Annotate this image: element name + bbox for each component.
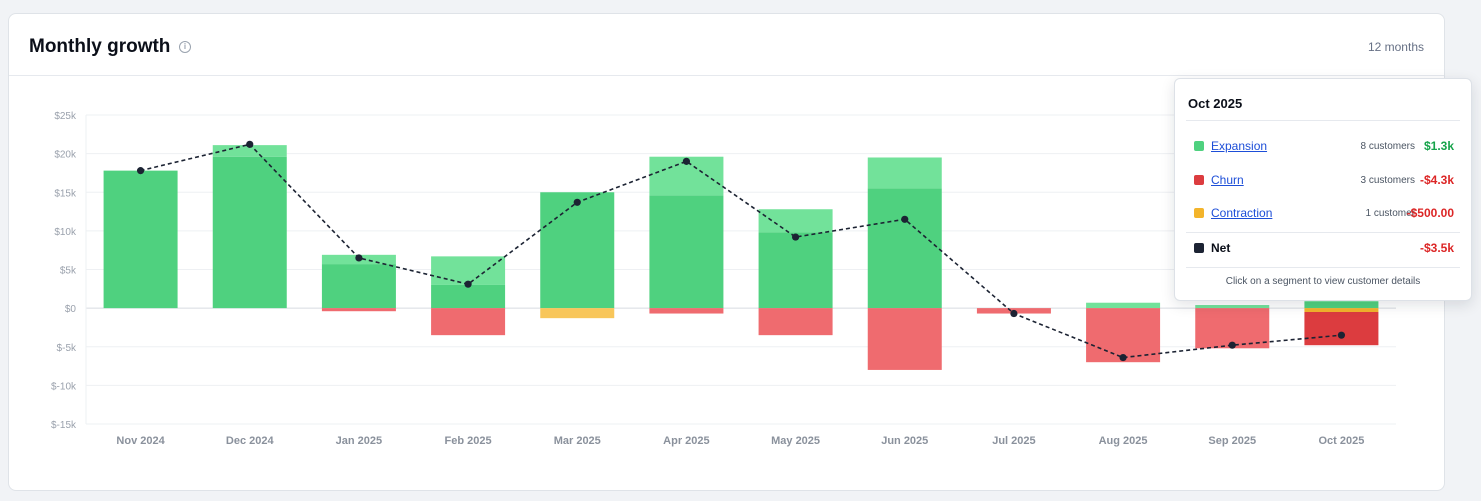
net-label: Net bbox=[1211, 241, 1231, 255]
bar-expansion-segment[interactable] bbox=[103, 170, 178, 309]
bar-expansion-segment[interactable] bbox=[758, 232, 833, 309]
bar-contraction-segment[interactable] bbox=[1304, 308, 1379, 312]
tooltip-title: Oct 2025 bbox=[1188, 96, 1243, 111]
bar-churn-segment[interactable] bbox=[1304, 311, 1379, 346]
x-tick-label: Oct 2025 bbox=[1318, 435, 1364, 447]
x-tick-label: Jul 2025 bbox=[992, 435, 1035, 447]
card-header: Monthly growth i 12 months bbox=[9, 14, 1444, 76]
bar-expansion-segment[interactable] bbox=[321, 264, 396, 309]
net-point bbox=[682, 157, 691, 165]
bar-new-segment[interactable] bbox=[867, 157, 942, 189]
net-point bbox=[1010, 309, 1018, 318]
expansion-link[interactable]: Expansion bbox=[1211, 139, 1268, 153]
y-tick-label: $-10k bbox=[51, 381, 77, 392]
bar-churn-segment[interactable] bbox=[1195, 308, 1270, 349]
net-point bbox=[1119, 353, 1127, 362]
card-title: Monthly growth bbox=[29, 36, 171, 57]
bar-expansion-segment[interactable] bbox=[212, 156, 287, 309]
tooltip-row-net: Net -$3.5k bbox=[1194, 240, 1454, 258]
net-point bbox=[791, 233, 800, 241]
x-tick-label: May 2025 bbox=[771, 435, 820, 447]
tooltip-row-contraction[interactable]: Contraction 1 customer -$500.00 bbox=[1194, 205, 1454, 223]
tooltip-divider bbox=[1186, 120, 1460, 121]
x-tick-label: Jun 2025 bbox=[881, 435, 928, 447]
y-tick-label: $-15k bbox=[51, 420, 77, 431]
bar-churn-segment[interactable] bbox=[649, 308, 724, 314]
tooltip-divider bbox=[1186, 232, 1460, 233]
net-value: -$3.5k bbox=[1419, 241, 1454, 255]
bar-new-segment[interactable] bbox=[212, 145, 287, 157]
x-tick-label: Apr 2025 bbox=[663, 435, 709, 447]
net-point bbox=[246, 140, 254, 148]
period-selector[interactable]: 12 months bbox=[1367, 40, 1424, 54]
churn-value: -$4.3k bbox=[1419, 173, 1454, 187]
tooltip-row-expansion[interactable]: Expansion 8 customers $1.3k bbox=[1194, 138, 1454, 156]
net-point bbox=[136, 167, 145, 175]
tooltip-divider bbox=[1186, 267, 1460, 268]
bar-churn-segment[interactable] bbox=[867, 308, 942, 370]
y-tick-label: $25k bbox=[54, 111, 77, 122]
churn-swatch bbox=[1194, 175, 1204, 185]
net-point bbox=[1228, 341, 1236, 349]
churn-link[interactable]: Churn bbox=[1211, 173, 1244, 187]
bar-expansion-segment[interactable] bbox=[540, 192, 615, 309]
expansion-swatch bbox=[1194, 141, 1204, 151]
info-icon[interactable]: i bbox=[179, 41, 191, 53]
net-line bbox=[140, 143, 1342, 359]
tooltip-hint: Click on a segment to view customer deta… bbox=[1225, 276, 1421, 287]
y-tick-label: $5k bbox=[60, 266, 77, 277]
churn-count: 3 customers bbox=[1360, 175, 1415, 186]
net-point bbox=[464, 280, 472, 288]
x-tick-label: Feb 2025 bbox=[445, 435, 492, 447]
bar-churn-segment[interactable] bbox=[431, 308, 506, 336]
bar-expansion-segment[interactable] bbox=[431, 284, 506, 309]
net-swatch bbox=[1194, 243, 1204, 253]
bar-new-segment[interactable] bbox=[431, 256, 506, 285]
bar-new-segment[interactable] bbox=[1086, 302, 1161, 309]
contraction-count: 1 customer bbox=[1365, 208, 1415, 219]
contraction-swatch bbox=[1194, 208, 1204, 218]
x-tick-label: Mar 2025 bbox=[554, 435, 601, 447]
net-point bbox=[901, 215, 909, 223]
x-tick-label: Dec 2024 bbox=[226, 435, 275, 447]
bar-churn-segment[interactable] bbox=[321, 308, 396, 312]
y-tick-label: $15k bbox=[54, 188, 77, 199]
contraction-value: -$500.00 bbox=[1406, 206, 1454, 220]
x-tick-label: Nov 2024 bbox=[116, 435, 165, 447]
contraction-link[interactable]: Contraction bbox=[1211, 206, 1273, 220]
x-tick-label: Sep 2025 bbox=[1208, 435, 1256, 447]
bar-expansion-segment[interactable] bbox=[649, 195, 724, 309]
tooltip-row-churn[interactable]: Churn 3 customers -$4.3k bbox=[1194, 172, 1454, 190]
bar-expansion-segment[interactable] bbox=[867, 188, 942, 309]
y-tick-label: $0 bbox=[65, 304, 77, 315]
bar-contraction-segment[interactable] bbox=[540, 308, 615, 319]
bar-new-segment[interactable] bbox=[758, 209, 833, 233]
bar-new-segment[interactable] bbox=[1195, 305, 1270, 309]
net-point bbox=[355, 254, 363, 262]
net-point bbox=[573, 198, 581, 206]
expansion-value: $1.3k bbox=[1423, 139, 1454, 153]
bar-expansion-segment[interactable] bbox=[1304, 301, 1379, 309]
y-tick-label: $20k bbox=[54, 150, 77, 161]
net-point bbox=[1337, 331, 1346, 339]
bar-churn-segment[interactable] bbox=[758, 308, 833, 336]
x-tick-label: Jan 2025 bbox=[336, 435, 382, 447]
y-tick-label: $-5k bbox=[57, 343, 77, 354]
expansion-count: 8 customers bbox=[1360, 141, 1415, 152]
x-tick-label: Aug 2025 bbox=[1099, 435, 1148, 447]
bar-churn-segment[interactable] bbox=[1086, 308, 1161, 363]
y-tick-label: $10k bbox=[54, 227, 77, 238]
chart-tooltip: Oct 2025 Expansion 8 customers $1.3k Chu… bbox=[1174, 78, 1472, 301]
